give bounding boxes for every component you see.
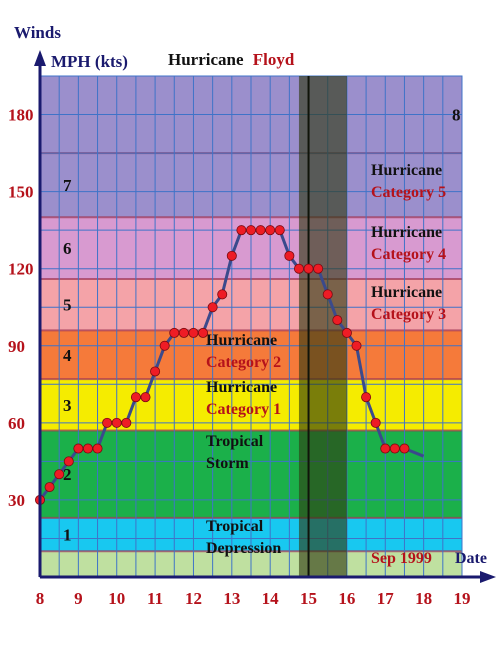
band-name-2-line2: Storm xyxy=(206,455,249,472)
data-point xyxy=(150,366,161,377)
band-name-6-line2: Category 4 xyxy=(371,246,446,263)
band-level-7: 7 xyxy=(63,176,72,195)
data-point xyxy=(102,417,113,428)
data-point xyxy=(255,225,266,236)
band-labels: 1 Tropical Depression 2 Tropical Storm 3 Hurric… xyxy=(63,106,461,557)
band-name-6-line1: Hurricane xyxy=(371,224,442,241)
band-name-1-line2: Depression xyxy=(206,540,281,557)
x-tick-label: 18 xyxy=(415,589,432,608)
band-name-5-line2: Category 3 xyxy=(371,306,446,323)
data-point xyxy=(245,225,256,236)
data-point xyxy=(293,263,304,274)
data-point xyxy=(284,250,295,261)
data-point xyxy=(178,327,189,338)
data-point xyxy=(265,225,276,236)
y-tick-label: 180 xyxy=(8,106,34,125)
x-tick-label: 13 xyxy=(223,589,240,608)
data-point xyxy=(63,456,74,467)
band-level-4: 4 xyxy=(63,346,72,365)
y-tick-label: 150 xyxy=(8,183,34,202)
data-point xyxy=(198,327,209,338)
band-name-5-line1: Hurricane xyxy=(371,284,442,301)
data-point xyxy=(313,263,324,274)
band-name-7-line1: Hurricane xyxy=(371,162,442,179)
data-point xyxy=(44,482,55,493)
highlight-span xyxy=(298,76,347,577)
band-name-7-line2: Category 5 xyxy=(371,184,446,201)
band-level-2: 2 xyxy=(63,465,72,484)
data-point xyxy=(399,443,410,454)
data-point xyxy=(207,302,218,313)
band-name-2-line1: Tropical xyxy=(206,433,264,450)
band-level-3: 3 xyxy=(63,396,72,415)
data-point xyxy=(322,289,333,300)
data-point xyxy=(73,443,84,454)
band-name-3-line2: Category 1 xyxy=(206,401,281,418)
band-name-4-line2: Category 2 xyxy=(206,354,281,371)
x-axis-period: Sep 1999 xyxy=(371,550,432,567)
y-tick-label: 90 xyxy=(8,337,25,356)
x-tick-label: 14 xyxy=(262,589,280,608)
data-point xyxy=(140,392,151,403)
band-level-5: 5 xyxy=(63,296,72,315)
band-level-1: 1 xyxy=(63,526,72,545)
x-tick-label: 9 xyxy=(74,589,83,608)
band-name-3-line1: Hurricane xyxy=(206,379,277,396)
y-axis-unit: MPH (kts) xyxy=(51,52,128,71)
highlight-period xyxy=(298,76,347,577)
data-point xyxy=(111,417,122,428)
wind-series xyxy=(35,225,425,505)
x-axis-title: Date xyxy=(455,550,487,567)
band-name-4-line1: Hurricane xyxy=(206,332,277,349)
x-tick-label: 12 xyxy=(185,589,202,608)
y-axis-arrow xyxy=(34,50,46,66)
data-point xyxy=(236,225,247,236)
chart-title: Hurricane Floyd xyxy=(168,50,295,69)
data-point xyxy=(380,443,391,454)
data-point xyxy=(341,327,352,338)
data-point xyxy=(188,327,199,338)
x-tick-label: 15 xyxy=(300,589,317,608)
band-level-8: 8 xyxy=(452,106,461,125)
chart-title-name: Floyd xyxy=(253,50,295,69)
data-point xyxy=(169,327,180,338)
band-level-6: 6 xyxy=(63,239,72,258)
data-point xyxy=(121,417,132,428)
data-point xyxy=(351,340,362,351)
data-point xyxy=(370,417,381,428)
data-point xyxy=(54,469,65,480)
y-tick-label: 30 xyxy=(8,491,25,510)
series-line xyxy=(38,228,425,501)
chart-title-prefix: Hurricane xyxy=(168,50,244,69)
data-point xyxy=(226,250,237,261)
data-point xyxy=(332,315,343,326)
y-axis-title: Winds xyxy=(14,23,61,42)
data-point xyxy=(303,263,314,274)
y-tick-label: 60 xyxy=(8,414,25,433)
data-point xyxy=(274,225,285,236)
data-point xyxy=(159,340,170,351)
y-tick-label: 120 xyxy=(8,260,34,279)
data-point xyxy=(217,289,228,300)
x-tick-label: 16 xyxy=(338,589,355,608)
x-tick-label: 8 xyxy=(36,589,45,608)
data-point xyxy=(389,443,400,454)
x-tick-label: 10 xyxy=(108,589,125,608)
x-tick-label: 17 xyxy=(377,589,395,608)
data-point xyxy=(361,392,372,403)
x-tick-label: 19 xyxy=(454,589,471,608)
x-tick-label: 11 xyxy=(147,589,163,608)
data-point xyxy=(130,392,141,403)
data-point xyxy=(82,443,93,454)
data-point xyxy=(92,443,103,454)
band-name-1-line1: Tropical xyxy=(206,518,264,535)
x-axis-arrow xyxy=(480,571,496,583)
